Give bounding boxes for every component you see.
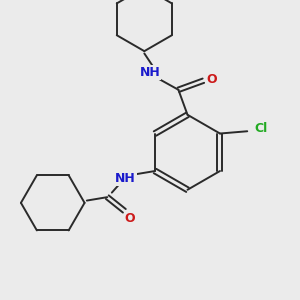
Text: O: O xyxy=(125,212,135,225)
Text: NH: NH xyxy=(115,172,136,185)
Text: Cl: Cl xyxy=(254,122,268,136)
Text: NH: NH xyxy=(140,66,160,79)
Text: O: O xyxy=(206,73,217,86)
